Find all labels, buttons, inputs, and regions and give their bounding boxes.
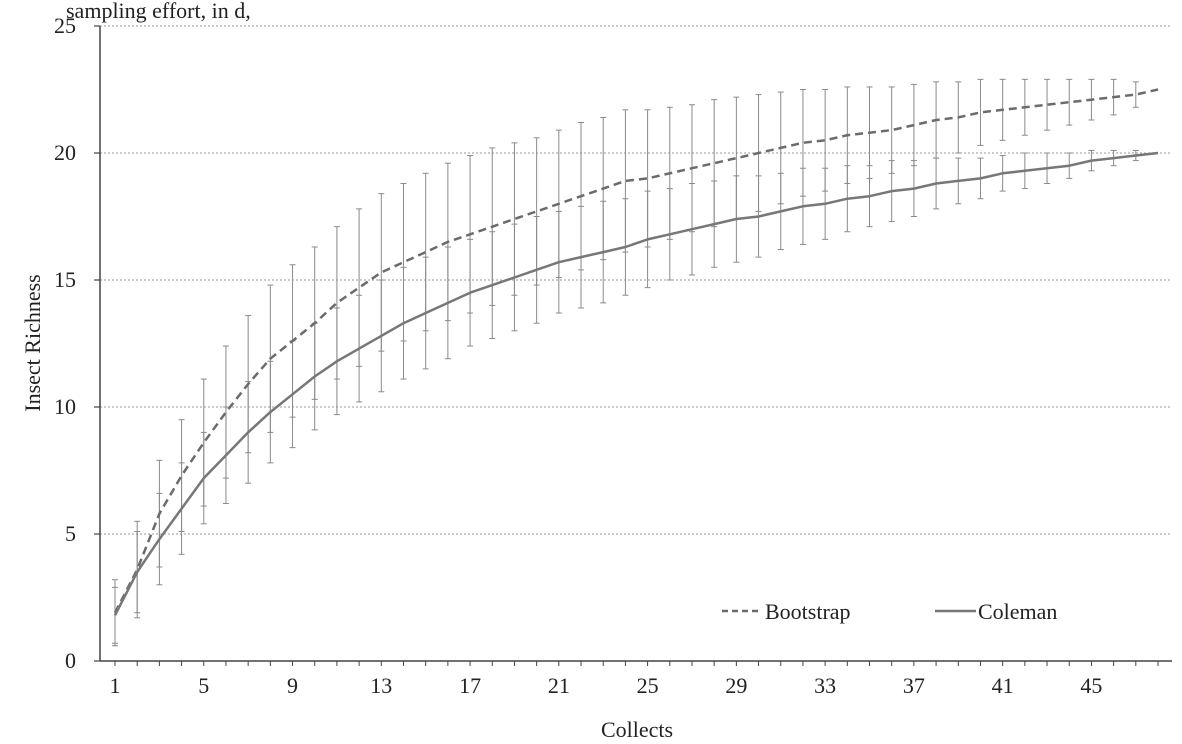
legend-item-coleman: Coleman bbox=[935, 599, 1057, 624]
y-tick-label: 5 bbox=[65, 521, 76, 546]
legend: Bootstrap Coleman bbox=[722, 599, 1057, 624]
series-line-bootstrap bbox=[113, 88, 1159, 614]
error-bar-bootstrap bbox=[1066, 78, 1073, 126]
x-tick-label: 13 bbox=[370, 673, 392, 698]
y-tick-label: 25 bbox=[54, 13, 76, 38]
x-tick-label: 45 bbox=[1080, 673, 1102, 698]
x-tick-label: 25 bbox=[637, 673, 659, 698]
y-tick-label: 20 bbox=[54, 140, 76, 165]
x-axis-title: Collects bbox=[601, 717, 673, 742]
x-tick-label: 9 bbox=[287, 673, 298, 698]
y-axis-title: Insect Richness bbox=[20, 274, 45, 411]
error-bar-bootstrap bbox=[977, 78, 984, 146]
x-tick-label: 21 bbox=[548, 673, 570, 698]
series-layer bbox=[113, 88, 1159, 616]
header-fragment-text: sampling effort, in d, bbox=[66, 0, 251, 23]
x-tick-label: 37 bbox=[903, 673, 925, 698]
legend-label-coleman: Coleman bbox=[978, 599, 1057, 624]
y-tick-label: 0 bbox=[65, 648, 76, 673]
x-tick-label: 41 bbox=[992, 673, 1014, 698]
x-tick-label: 5 bbox=[198, 673, 209, 698]
x-tick-label: 17 bbox=[459, 673, 481, 698]
error-bar-bootstrap bbox=[1044, 78, 1051, 131]
x-tick-label: 33 bbox=[814, 673, 836, 698]
x-tick-label: 29 bbox=[725, 673, 747, 698]
y-tick-label: 10 bbox=[54, 394, 76, 419]
series-line-coleman bbox=[113, 151, 1159, 616]
axes-layer bbox=[99, 26, 1172, 662]
legend-label-bootstrap: Bootstrap bbox=[765, 599, 851, 624]
grid-layer bbox=[100, 25, 1172, 535]
y-tick-label: 15 bbox=[54, 267, 76, 292]
error-bar-bootstrap bbox=[1132, 81, 1139, 108]
legend-item-bootstrap: Bootstrap bbox=[722, 599, 851, 624]
x-tick-label: 1 bbox=[110, 673, 121, 698]
